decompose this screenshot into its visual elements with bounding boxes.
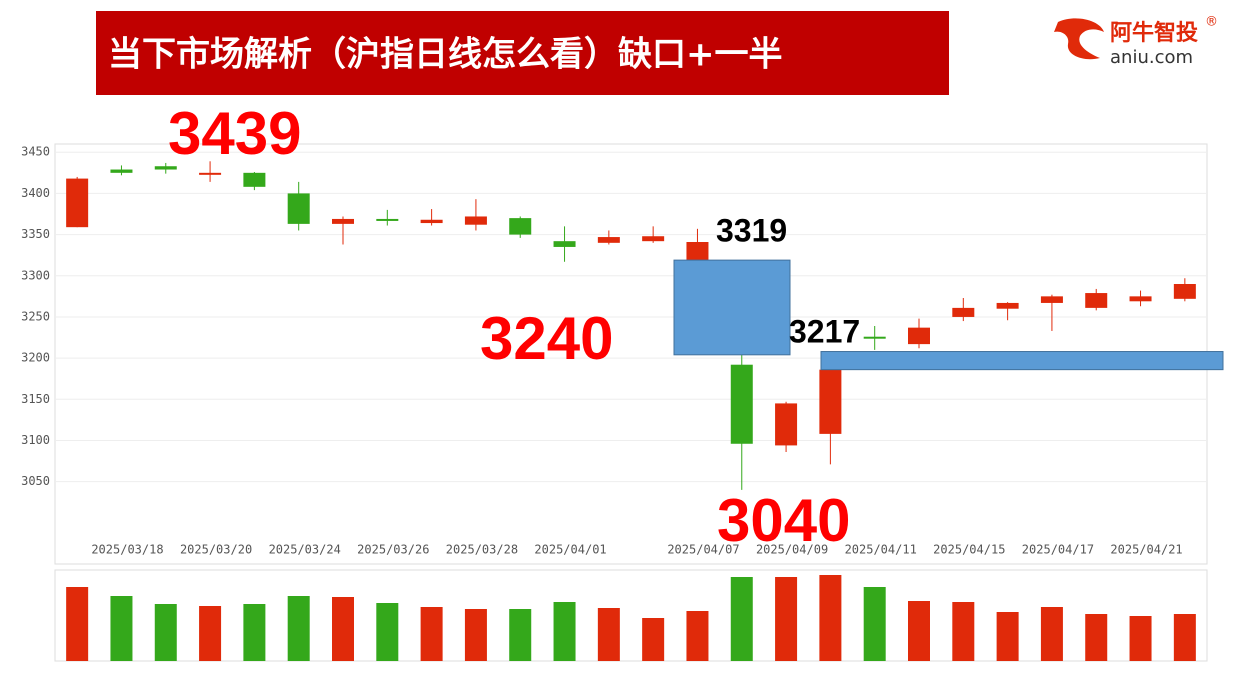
logo-mark: ® [1205,15,1218,30]
x-tick-label: 2025/03/28 [446,543,518,557]
volume-bar [775,577,798,661]
annotation: 3240 [480,305,613,372]
volume-bar [908,601,930,661]
candle-body [952,307,975,317]
volume-bar [420,607,443,661]
volume-bar [243,604,266,661]
logo-url: aniu.com [1110,47,1193,68]
y-tick-label: 3150 [21,392,50,406]
x-tick-label: 2025/04/09 [756,543,828,557]
candle-body [996,302,1019,309]
candle-body [1040,296,1063,303]
y-tick-label: 3300 [21,268,50,282]
volume-bar [952,602,975,661]
candle-body [376,218,399,221]
volume-bar [110,596,133,661]
candle-body [1085,293,1108,308]
x-tick-label: 2025/03/24 [269,543,341,557]
annotation: 3217 [789,313,860,349]
candle-body [1129,296,1152,302]
volume-bar [287,596,310,661]
annotation: 3319 [716,212,787,248]
candle-body [1173,284,1196,299]
volume-bar [154,604,177,661]
volume-bar [1129,616,1152,661]
candle-body [730,364,753,444]
gap-box [673,259,791,356]
volume-bar [730,577,753,661]
candle-body [553,241,576,247]
gap-box [820,351,1224,371]
y-tick-label: 3050 [21,474,50,488]
volume-bar [464,609,487,661]
candle-body [686,242,709,261]
volume-bar [597,608,620,661]
candle-body [642,236,665,242]
candle-body [509,218,532,235]
candle-body [199,172,222,175]
candle-body [110,169,133,173]
x-tick-label: 2025/04/11 [845,543,917,557]
logo-icon [1054,18,1104,60]
volume-bar [66,587,89,661]
volume-bar [686,611,709,661]
x-tick-label: 2025/03/26 [357,543,429,557]
volume-bar [376,603,399,661]
candle-body [908,327,930,345]
x-tick-label: 2025/04/17 [1022,543,1094,557]
volume-bar [642,618,665,661]
volume-frame [54,569,1208,662]
annotation: 3040 [717,487,850,554]
volume-bar [332,597,354,661]
volume-bar [199,606,222,661]
volume-bar [1173,614,1196,661]
candle-body [464,216,487,225]
candle-body [819,369,842,434]
y-tick-label: 3200 [21,351,50,365]
x-tick-label: 2025/03/18 [91,543,163,557]
volume-bar [819,575,842,661]
y-tick-label: 3350 [21,227,50,241]
logo-text: 阿牛智投 [1110,20,1198,46]
candle-body [66,178,89,228]
volume-bar [863,587,886,661]
candle-body [287,193,310,224]
candle-body [597,237,620,243]
candle-body [420,219,443,224]
title-banner [96,11,949,95]
y-tick-label: 3250 [21,309,50,323]
candle-body [863,336,886,339]
volume-bar [509,609,532,661]
annotation: 3439 [168,100,301,167]
volume-bar [996,612,1019,661]
title: 当下市场解析（沪指日线怎么看）缺口+一半 [108,35,783,75]
x-tick-label: 2025/04/07 [667,543,739,557]
x-tick-label: 2025/03/20 [180,543,252,557]
y-tick-label: 3400 [21,186,50,200]
y-tick-label: 3100 [21,433,50,447]
volume-bar [1085,614,1108,661]
candle-body [154,166,177,170]
volume-bar [553,602,576,661]
candle-body [243,172,266,187]
y-tick-label: 3450 [21,145,50,159]
x-tick-label: 2025/04/21 [1110,543,1182,557]
candle-body [332,218,354,224]
candle-body [775,403,798,446]
x-tick-label: 2025/04/15 [933,543,1005,557]
volume-bar [1040,607,1063,661]
x-tick-label: 2025/04/01 [534,543,606,557]
